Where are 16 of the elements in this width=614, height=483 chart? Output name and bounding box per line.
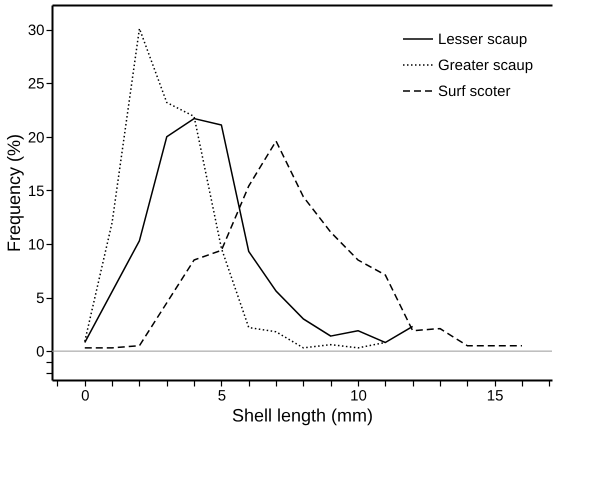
x-tick-label: 10 bbox=[350, 388, 367, 404]
y-tick-label: 25 bbox=[28, 76, 44, 93]
y-tick-label: 5 bbox=[36, 290, 44, 307]
legend-label: Lesser scaup bbox=[438, 31, 528, 48]
y-tick-label: 15 bbox=[28, 182, 44, 200]
legend-label: Surf scoter bbox=[438, 83, 511, 100]
x-tick-label: 5 bbox=[218, 388, 226, 404]
x-tick-label: 0 bbox=[81, 388, 90, 404]
y-tick-label: 10 bbox=[28, 236, 44, 254]
legend-label: Greater scaup bbox=[438, 57, 534, 74]
x-tick-label: 15 bbox=[486, 388, 504, 404]
y-tick-label: 20 bbox=[28, 129, 44, 146]
y-tick-label: 30 bbox=[28, 22, 44, 40]
y-axis-title: Frequency (%) bbox=[4, 134, 24, 252]
y-tick-label: 0 bbox=[36, 344, 44, 361]
x-axis-title: Shell length (mm) bbox=[232, 406, 374, 426]
